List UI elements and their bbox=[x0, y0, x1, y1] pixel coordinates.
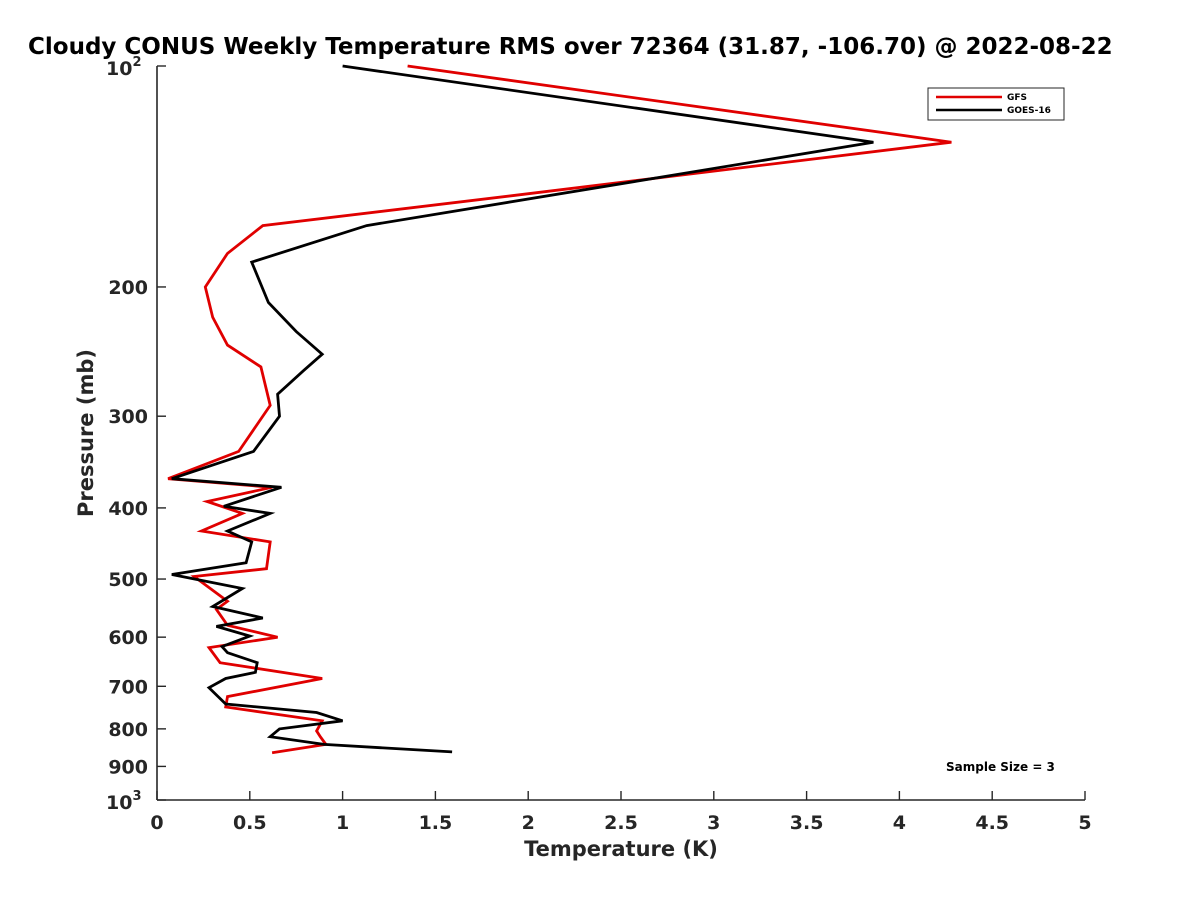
sample-size-annotation: Sample Size = 3 bbox=[946, 760, 1055, 774]
x-tick-label: 1 bbox=[336, 812, 349, 834]
y-tick-label: 200 bbox=[108, 277, 148, 299]
legend: GFS GOES-16 bbox=[927, 87, 1065, 121]
y-axis-label: Pressure (mb) bbox=[74, 349, 98, 517]
y-tick-label: 400 bbox=[108, 498, 148, 520]
y-tick-label: 103 bbox=[106, 789, 142, 814]
legend-label-gfs: GFS bbox=[1007, 93, 1027, 103]
y-tick-label: 600 bbox=[108, 627, 148, 649]
y-tick-base: 10 bbox=[106, 792, 132, 814]
x-tick-label: 1.5 bbox=[419, 812, 453, 834]
x-tick-label: 3 bbox=[707, 812, 720, 834]
axes bbox=[156, 66, 1085, 801]
y-tick-label: 800 bbox=[108, 719, 148, 741]
y-tick-label: 102 bbox=[106, 55, 142, 80]
x-tick-label: 2 bbox=[522, 812, 535, 834]
x-tick-label: 2.5 bbox=[604, 812, 638, 834]
x-tick-label: 3.5 bbox=[790, 812, 824, 834]
x-tick-label: 4 bbox=[893, 812, 906, 834]
x-ticks: 0 0.5 1 1.5 2 2.5 3 3.5 4 4.5 5 bbox=[150, 791, 1092, 834]
x-tick-label: 4.5 bbox=[975, 812, 1009, 834]
x-tick-label: 0 bbox=[150, 812, 163, 834]
x-axis-label: Temperature (K) bbox=[524, 837, 718, 861]
y-tick-exponent: 2 bbox=[132, 55, 141, 70]
y-tick-label: 500 bbox=[108, 569, 148, 591]
x-tick-label: 0.5 bbox=[233, 812, 267, 834]
y-tick-base: 10 bbox=[106, 58, 132, 80]
x-tick-label: 5 bbox=[1078, 812, 1091, 834]
y-tick-label: 900 bbox=[108, 756, 148, 778]
y-tick-label: 300 bbox=[108, 406, 148, 428]
chart-title: Cloudy CONUS Weekly Temperature RMS over… bbox=[28, 34, 1113, 60]
series-lines bbox=[167, 64, 952, 755]
y-tick-exponent: 3 bbox=[132, 789, 141, 804]
y-tick-label: 700 bbox=[108, 676, 148, 698]
series-line-goes16 bbox=[171, 64, 874, 754]
series-line-gfs bbox=[167, 64, 952, 755]
legend-label-goes16: GOES-16 bbox=[1007, 106, 1051, 116]
legend-box bbox=[927, 87, 1065, 121]
